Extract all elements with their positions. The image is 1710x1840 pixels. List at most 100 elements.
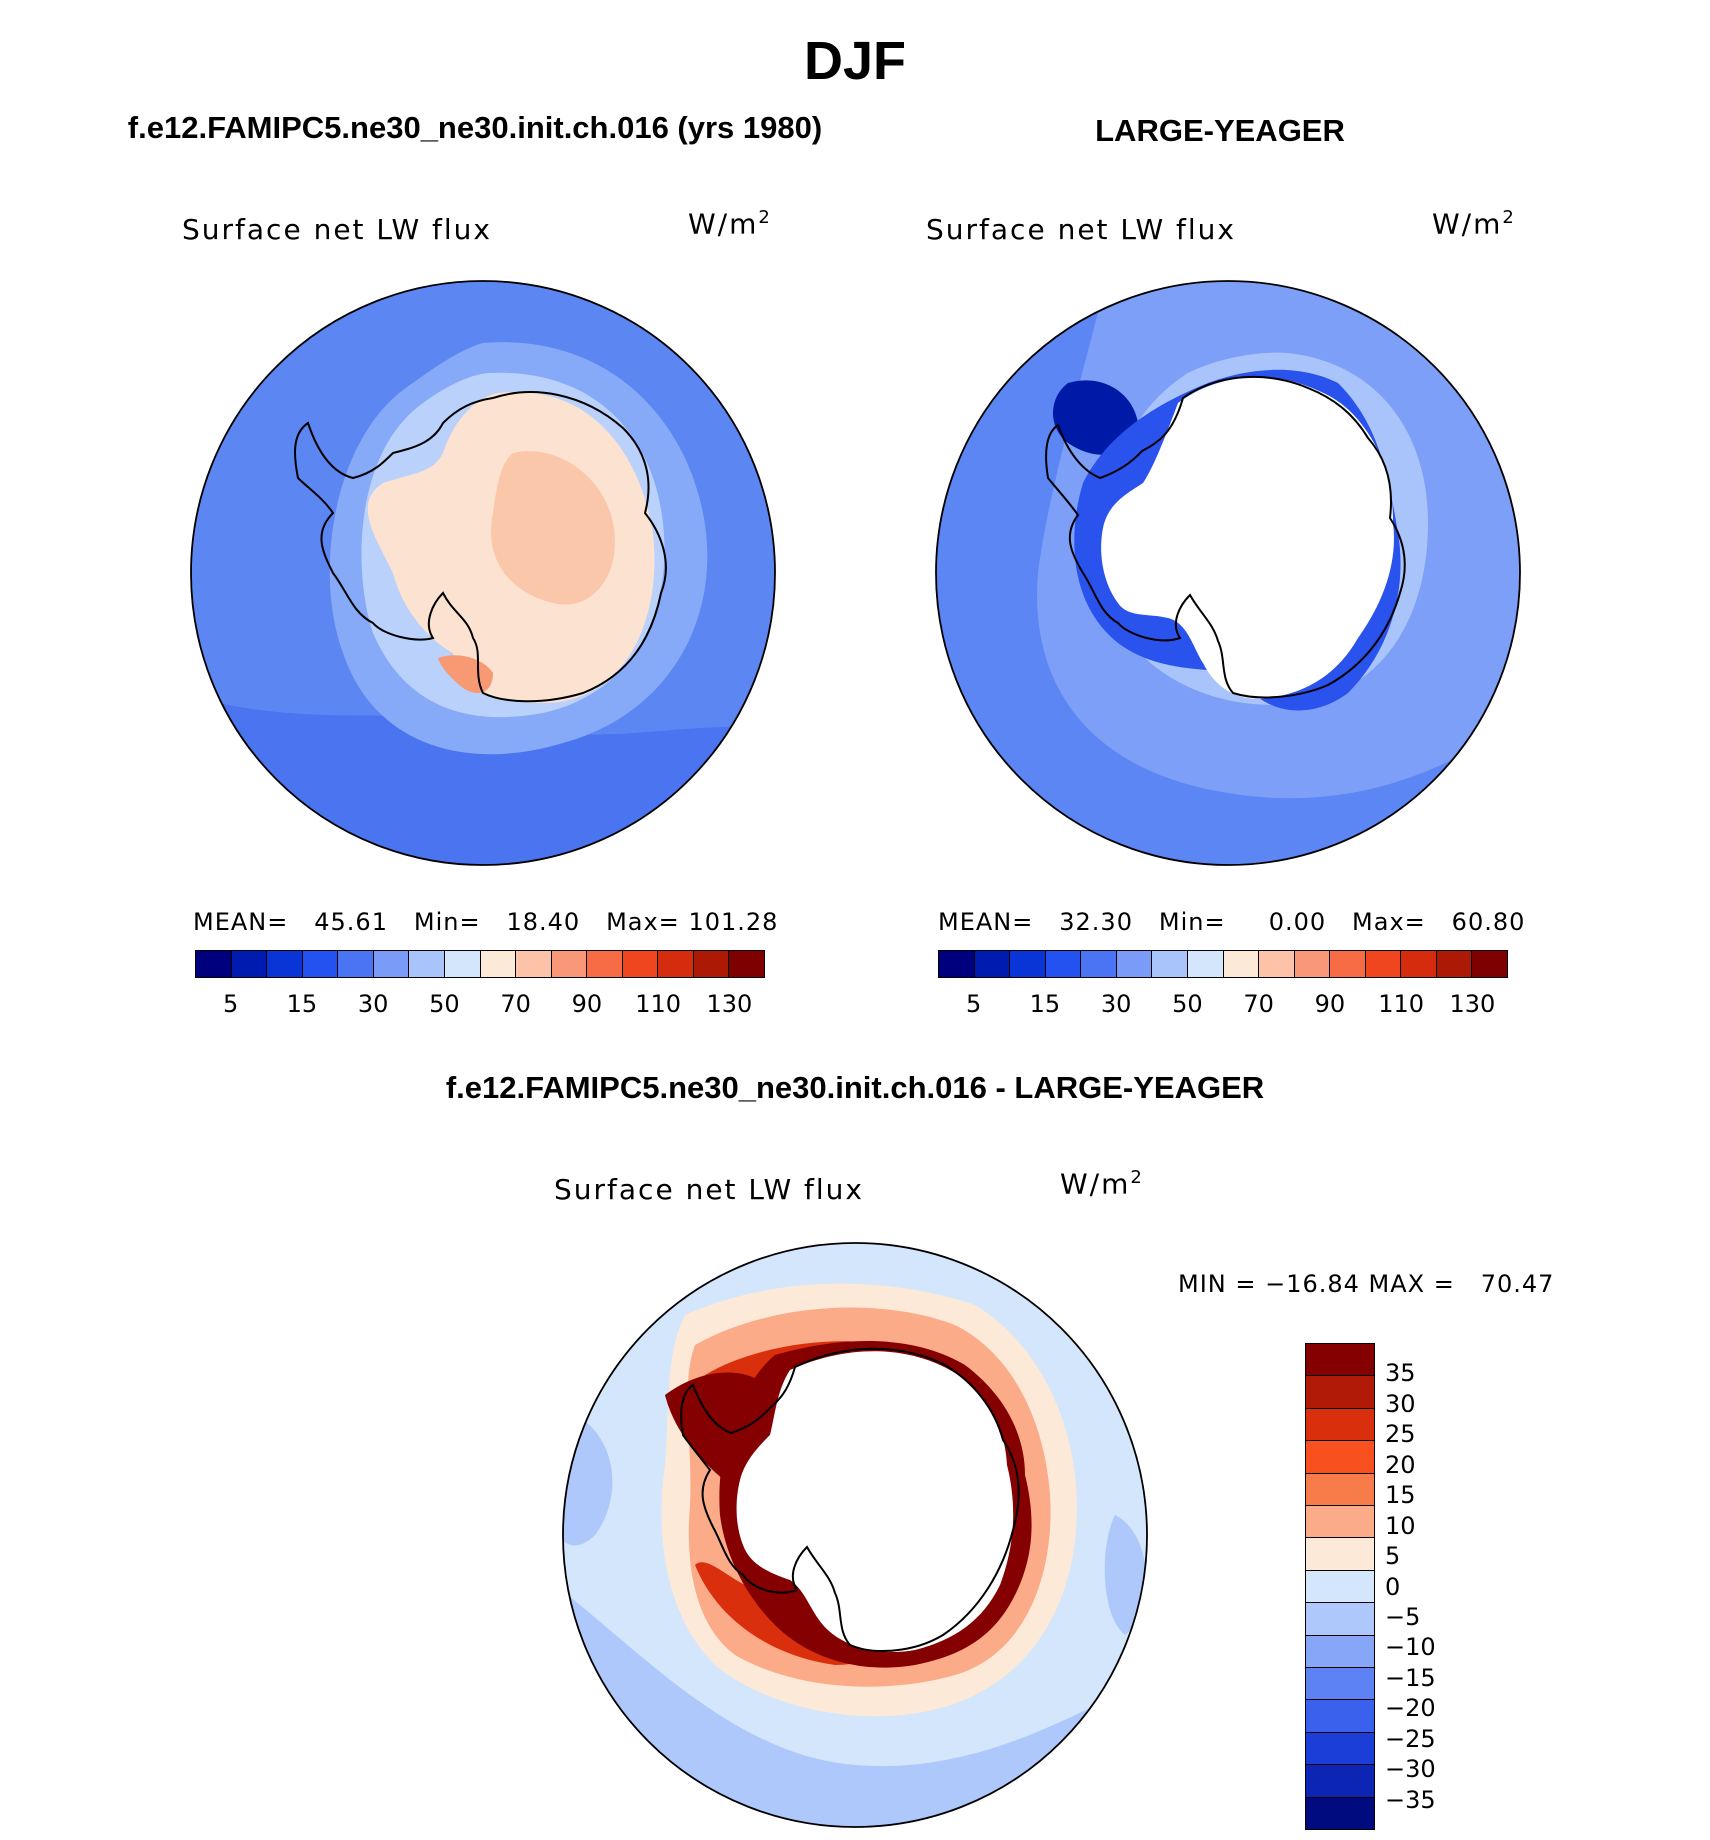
panel2-colorbar-swatch [1294, 951, 1331, 977]
panel2-colorbar-swatch [1010, 951, 1046, 977]
panel2-colorbar-tick-label: 70 [1243, 990, 1274, 1018]
panel2-colorbar-swatch [974, 951, 1011, 977]
panel1-mean-value: 45.61 [314, 908, 388, 936]
panel1-colorbar-swatch [480, 951, 517, 977]
difference-map-border [562, 1242, 1148, 1828]
panel1-case-title: f.e12.FAMIPC5.ne30_ne30.init.ch.016 (yrs… [127, 110, 823, 145]
difference-colorbar-tick-label: 15 [1385, 1481, 1416, 1510]
panel2-colorbar-tick-label: 5 [965, 990, 982, 1018]
panel2-max-value: 60.80 [1451, 908, 1526, 936]
difference-colorbar-tick-label: −35 [1385, 1785, 1436, 1814]
panel1-colorbar-tick-label: 5 [222, 990, 239, 1018]
difference-colorbar-swatch [1306, 1408, 1374, 1442]
panel2-units: W/m2 [1432, 207, 1516, 241]
panel1-min-label: Min= [413, 908, 481, 936]
difference-colorbar-tick-label: −20 [1385, 1694, 1436, 1723]
panel1-colorbar-tick-label: 110 [635, 990, 682, 1018]
panel2-coastal-deep [1053, 380, 1138, 455]
panel1-colorbar-tick-label: 50 [429, 990, 460, 1018]
panel2-mean-value: 32.30 [1059, 908, 1133, 936]
difference-colorbar-swatch [1306, 1376, 1374, 1409]
panel2-colorbar-swatch [1152, 951, 1188, 977]
panel1-colorbar-swatch [231, 951, 268, 977]
difference-colorbar-swatch [1306, 1570, 1374, 1604]
panel2-colorbar-tick-label: 130 [1449, 990, 1496, 1018]
panel2-colorbar-tick-label: 15 [1029, 990, 1061, 1018]
difference-colorbar-tick-label: 25 [1385, 1420, 1416, 1449]
panel1-colorbar-swatch [622, 951, 659, 977]
panel2-mean-label: MEAN= [938, 908, 1034, 936]
panel1-colorbar-swatch [196, 951, 232, 977]
difference-colorbar-swatch [1306, 1344, 1374, 1377]
difference-colorbar-tick-label: −15 [1385, 1663, 1436, 1692]
panel2-colorbar-tick-label: 110 [1378, 990, 1425, 1018]
panel1-map-border [190, 280, 776, 866]
panel1-max-value: 101.28 [688, 908, 779, 936]
panel2-colorbar-swatch [1401, 951, 1437, 977]
panel1-colorbar-tick-label: 15 [286, 990, 318, 1018]
difference-ice-mask [736, 1351, 1014, 1653]
panel1-colorbar-swatch [444, 951, 481, 977]
panel2-colorbar-swatch [939, 951, 975, 977]
panel2-colorbar-swatch [1045, 951, 1082, 977]
difference-colorbar-swatch [1306, 1506, 1374, 1539]
difference-colorbar-swatch [1306, 1538, 1374, 1571]
panel2-variable-label: Surface net LW flux [926, 213, 1236, 246]
panel1-colorbar-swatch [409, 951, 445, 977]
panel1-stats: MEAN= 45.61 Min= 18.40 Max= 101.28 [193, 908, 778, 936]
difference-colorbar-swatch [1306, 1635, 1374, 1669]
panel1-colorbar [195, 950, 765, 978]
panel1-variable-label: Surface net LW flux [182, 213, 492, 246]
difference-colorbar-swatch [1306, 1603, 1374, 1636]
panel2-max-label: Max= [1352, 908, 1426, 936]
panel2-colorbar-swatch [1436, 951, 1473, 977]
panel2-coastline [1045, 375, 1406, 699]
panel1-colorbar-tick-label: 30 [357, 990, 389, 1018]
panel2-colorbar-swatch [1259, 951, 1295, 977]
difference-colorbar-tick-label: 35 [1385, 1359, 1416, 1388]
difference-colorbar-tick-label: 0 [1385, 1572, 1401, 1601]
panel1-min-value: 18.40 [506, 908, 581, 936]
panel1-colorbar-ticks: 5 15 30 50 70 90 110 130 [195, 990, 765, 1020]
difference-colorbar-swatch [1306, 1732, 1374, 1766]
panel1-colorbar-swatch [551, 951, 588, 977]
panel1-colorbar-swatch [729, 951, 764, 977]
difference-colorbar-ticks: 35 30 25 20 15 10 5 0 −5 −10 −15 −20 −25 −30 −35 [1385, 1343, 1485, 1830]
panel2-colorbar-swatch [1472, 951, 1507, 977]
panel1-colorbar-swatch [302, 951, 339, 977]
difference-colorbar-swatch [1306, 1668, 1374, 1701]
panel1-max-label: Max= [606, 908, 680, 936]
panel2-colorbar-swatch [1223, 951, 1260, 977]
panel1-colorbar-swatch [658, 951, 694, 977]
panel2-stats: MEAN= 32.30 Min= 0.00 Max= 60.80 [938, 908, 1525, 936]
difference-colorbar-tick-label: −30 [1385, 1755, 1436, 1784]
panel1-warm-patches [491, 451, 615, 605]
panel2-map-border [935, 280, 1521, 866]
difference-polar-map [562, 1242, 1148, 1828]
panel1-units: W/m2 [688, 207, 772, 241]
difference-cool-band [563, 1585, 1147, 1827]
difference-colorbar-swatch [1306, 1700, 1374, 1733]
difference-colorbar-tick-label: −10 [1385, 1633, 1436, 1662]
panel1-colorbar-swatch [338, 951, 374, 977]
difference-colorbar-swatch [1306, 1765, 1374, 1798]
panel2-min-value: 0.00 [1268, 908, 1327, 936]
difference-colorbar-tick-label: 5 [1385, 1542, 1401, 1571]
difference-colorbar-tick-label: −5 [1385, 1602, 1421, 1631]
panel2-case-title: LARGE-YEAGER [1095, 113, 1345, 148]
panel2-colorbar-swatch [1081, 951, 1117, 977]
panel1-coastline [294, 391, 667, 703]
panel1-colorbar-swatch [587, 951, 623, 977]
panel2-blue-sector [936, 281, 1520, 865]
difference-colorbar-swatch [1306, 1797, 1374, 1830]
main-title: DJF [803, 31, 906, 91]
panel2-ice-mask [1101, 377, 1394, 699]
panel1-colorbar-swatch [373, 951, 410, 977]
panel2-colorbar [938, 950, 1508, 978]
difference-colorbar-swatch [1306, 1473, 1374, 1507]
difference-colorbar [1305, 1343, 1375, 1830]
panel1-colorbar-tick-label: 90 [571, 990, 603, 1018]
panel2-colorbar-swatch [1187, 951, 1224, 977]
panel2-min-label: Min= [1158, 908, 1226, 936]
difference-coastline [680, 1347, 1020, 1652]
